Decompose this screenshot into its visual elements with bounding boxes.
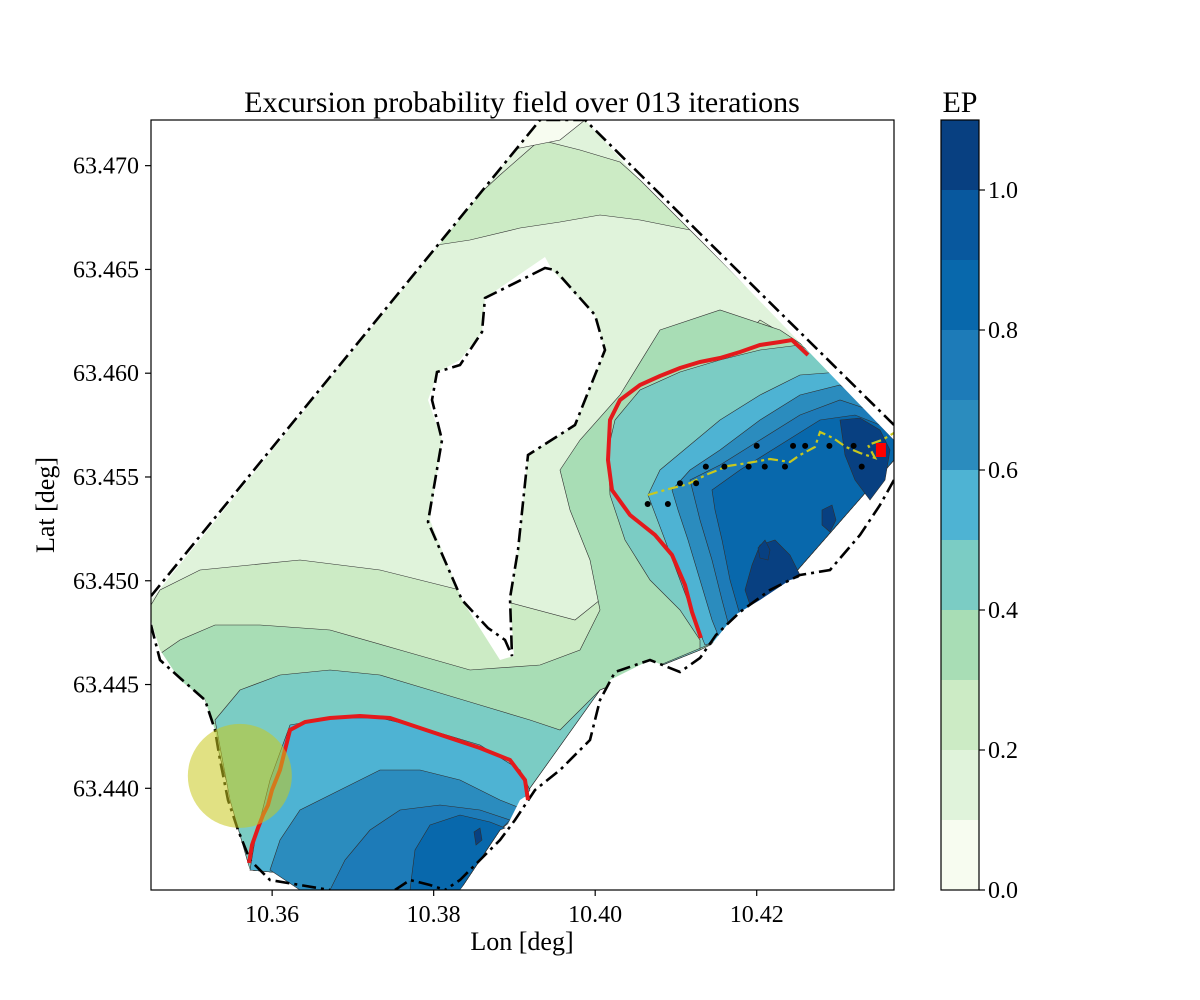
sample-point <box>702 463 709 470</box>
land-mask <box>151 120 894 890</box>
boundary-inner-southwest <box>394 878 446 890</box>
chart-title: Excursion probability field over 013 ite… <box>244 86 800 119</box>
ep-band-0-9 <box>839 417 891 501</box>
trajectory <box>647 430 894 497</box>
boundary-outer-south <box>444 479 894 890</box>
y-tick-label: 63.460 <box>73 361 139 387</box>
x-tick-label: 10.36 <box>245 902 299 928</box>
sample-point <box>753 442 760 449</box>
target-zone <box>187 723 292 828</box>
sample-point <box>664 500 671 507</box>
colorbar-segment <box>941 820 979 890</box>
y-tick-label: 63.445 <box>73 673 139 699</box>
sample-point <box>802 442 809 449</box>
x-tick-label: 10.40 <box>568 902 622 928</box>
colorbar-segment <box>941 680 979 750</box>
sample-point <box>644 500 651 507</box>
colorbar-segment <box>941 610 979 680</box>
y-axis: 63.440 63.445 63.450 63.455 63.460 63.465 63.4… <box>73 154 151 802</box>
colorbar-segment <box>941 750 979 820</box>
colorbar-segment <box>941 120 979 190</box>
outside-northeast <box>585 120 894 440</box>
current-position-marker <box>875 443 886 457</box>
colorbar-tick-label: 0.6 <box>988 458 1018 484</box>
colorbar-frame <box>940 119 980 891</box>
x-axis-label: Lon [deg] <box>470 927 573 956</box>
sample-point <box>790 442 797 449</box>
colorbar-segment <box>941 400 979 470</box>
boundary-outer-southwest <box>151 624 331 890</box>
x-tick-label: 10.42 <box>730 902 784 928</box>
sample-point <box>850 442 857 449</box>
colorbar-title: EP <box>942 86 977 119</box>
x-axis: 10.36 10.38 10.40 10.42 <box>245 890 784 928</box>
colorbar-segment <box>941 260 979 330</box>
y-tick-label: 63.470 <box>73 154 139 180</box>
colorbar-tick-label: 0.0 <box>988 878 1018 904</box>
threshold-contour-east <box>605 337 810 639</box>
colorbar-segment <box>941 470 979 540</box>
y-tick-label: 63.440 <box>73 776 139 802</box>
sample-point <box>781 463 788 470</box>
sample-point <box>693 480 700 487</box>
colorbar-tick-label: 0.4 <box>988 598 1018 624</box>
x-tick-label: 10.38 <box>407 902 461 928</box>
colorbar-tick-label: 0.2 <box>988 738 1018 764</box>
y-axis-label: Lat [deg] <box>31 457 60 553</box>
colorbar-tick-label: 0.8 <box>988 318 1018 344</box>
colorbar-segment <box>941 330 979 400</box>
island-mask <box>428 257 605 660</box>
boundary-island <box>426 266 607 657</box>
ep-band-0-9-d <box>821 504 837 533</box>
plot-frame <box>150 119 895 891</box>
boundary-outer-north <box>151 120 894 597</box>
sample-point <box>721 463 728 470</box>
domain-boundary <box>151 120 894 890</box>
sample-point <box>676 480 683 487</box>
sample-point <box>745 463 752 470</box>
colorbar-segment <box>941 190 979 260</box>
sample-point <box>858 463 865 470</box>
outside-southeast <box>460 470 894 890</box>
y-tick-label: 63.465 <box>73 257 139 283</box>
colorbar: 0.0 0.2 0.4 0.6 0.8 1.0 <box>940 119 1018 904</box>
trajectory-path <box>647 430 894 497</box>
ep-band-0-9-c <box>757 539 771 561</box>
ep-band-0-9-e <box>473 827 483 846</box>
sample-point <box>826 442 833 449</box>
contour-field <box>151 120 894 890</box>
y-tick-label: 63.455 <box>73 465 139 491</box>
colorbar-tick-label: 1.0 <box>988 178 1018 204</box>
y-tick-label: 63.450 <box>73 569 139 595</box>
sample-point <box>761 463 768 470</box>
colorbar-segment <box>941 540 979 610</box>
sampled-points <box>644 442 865 507</box>
